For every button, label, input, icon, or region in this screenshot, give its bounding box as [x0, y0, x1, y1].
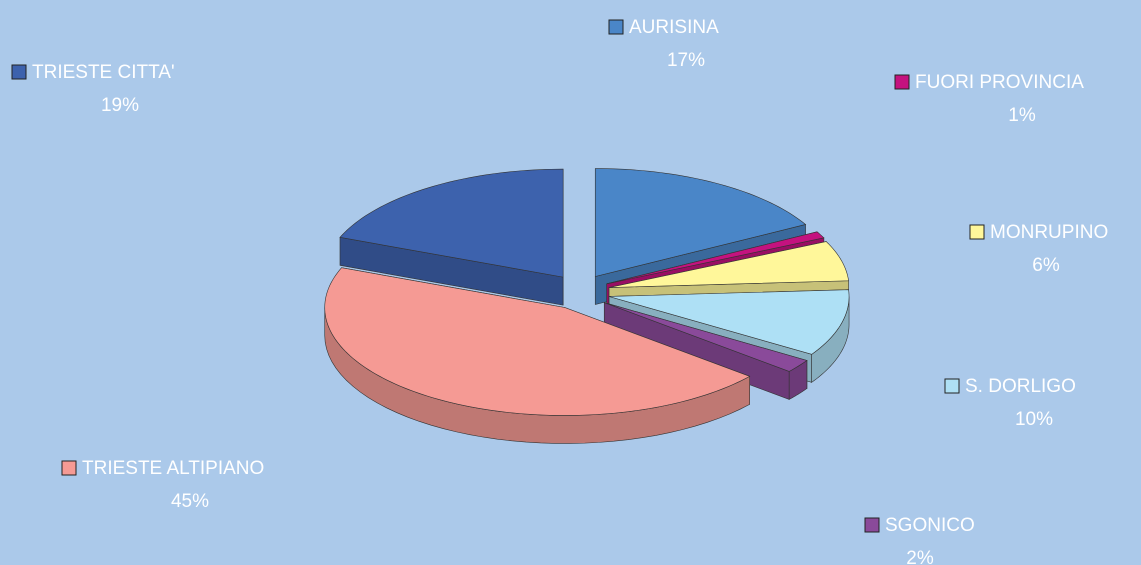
slice [608, 241, 849, 288]
slice-value-label: 45% [171, 491, 209, 512]
slice-label: FUORI PROVINCIA [915, 72, 1084, 93]
slice-value-label: 6% [1032, 255, 1060, 276]
legend-marker [608, 19, 624, 35]
slice [608, 289, 850, 355]
legend-marker [61, 460, 77, 476]
slice-value-label: 2% [906, 548, 934, 565]
slice-value-label: 17% [667, 50, 705, 71]
legend-marker [969, 224, 985, 240]
slice-value-label: 10% [1015, 409, 1053, 430]
slice [339, 168, 564, 278]
slice-label: TRIESTE ALTIPIANO [82, 458, 264, 479]
slice-label: MONRUPINO [990, 222, 1108, 243]
legend-marker [11, 64, 27, 80]
legend-marker [894, 74, 910, 90]
slice-value-label: 19% [101, 95, 139, 116]
slice [594, 168, 807, 277]
slice-label: S. DORLIGO [965, 376, 1076, 397]
slice-label: AURISINA [629, 17, 719, 38]
legend-marker [944, 378, 960, 394]
slice-label: SGONICO [885, 515, 975, 536]
slice [604, 302, 808, 372]
slice-label: TRIESTE CITTA' [32, 62, 175, 83]
slice [606, 231, 825, 285]
slice-value-label: 1% [1008, 105, 1036, 126]
slice [324, 267, 751, 416]
legend-marker [864, 517, 880, 533]
